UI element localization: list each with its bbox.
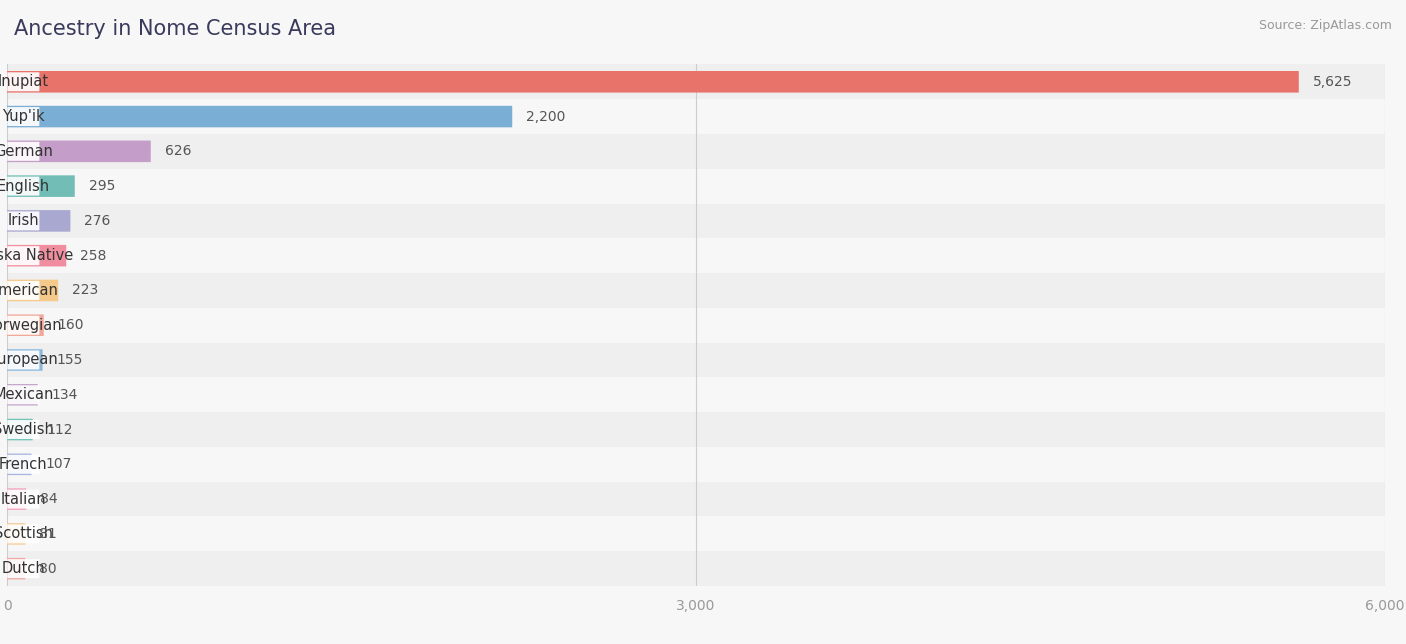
Bar [7,169,1385,204]
FancyBboxPatch shape [7,453,31,475]
Text: 112: 112 [46,422,73,437]
Bar [7,377,1385,412]
Text: American: American [0,283,58,298]
FancyBboxPatch shape [7,176,39,196]
Text: 134: 134 [52,388,77,402]
Text: English: English [0,178,49,194]
Text: 258: 258 [80,249,107,263]
Bar [7,238,1385,273]
FancyBboxPatch shape [7,558,25,580]
Text: Mexican: Mexican [0,387,53,402]
Text: 295: 295 [89,179,115,193]
Text: 5,625: 5,625 [1313,75,1353,89]
Text: 160: 160 [58,318,84,332]
Text: Inupiat: Inupiat [0,74,49,90]
Text: 81: 81 [39,527,58,541]
Bar [7,99,1385,134]
FancyBboxPatch shape [7,72,39,91]
FancyBboxPatch shape [7,419,32,440]
Text: 107: 107 [45,457,72,471]
FancyBboxPatch shape [7,71,1299,93]
FancyBboxPatch shape [7,210,70,232]
Bar [7,516,1385,551]
Text: 2,200: 2,200 [526,109,565,124]
FancyBboxPatch shape [7,420,39,439]
FancyBboxPatch shape [7,349,42,371]
Bar [7,482,1385,516]
Bar [7,134,1385,169]
Bar [7,412,1385,447]
FancyBboxPatch shape [7,350,39,370]
FancyBboxPatch shape [7,106,512,128]
Text: German: German [0,144,53,159]
Bar [7,551,1385,586]
Text: 80: 80 [39,562,56,576]
Bar [7,343,1385,377]
Text: 84: 84 [41,492,58,506]
Bar [7,447,1385,482]
Text: 155: 155 [56,353,83,367]
Text: French: French [0,457,48,472]
Bar [7,308,1385,343]
FancyBboxPatch shape [7,281,39,300]
FancyBboxPatch shape [7,488,27,510]
FancyBboxPatch shape [7,245,66,267]
FancyBboxPatch shape [7,523,25,545]
FancyBboxPatch shape [7,175,75,197]
FancyBboxPatch shape [7,279,58,301]
Text: Norwegian: Norwegian [0,317,63,333]
Text: Italian: Italian [0,491,46,507]
FancyBboxPatch shape [7,455,39,474]
FancyBboxPatch shape [7,246,39,265]
FancyBboxPatch shape [7,489,39,509]
Text: Swedish: Swedish [0,422,53,437]
FancyBboxPatch shape [7,559,39,578]
Text: European: European [0,352,58,368]
Bar [7,273,1385,308]
FancyBboxPatch shape [7,211,39,231]
Text: Dutch: Dutch [1,561,45,576]
FancyBboxPatch shape [7,140,150,162]
FancyBboxPatch shape [7,142,39,161]
Text: Ancestry in Nome Census Area: Ancestry in Nome Census Area [14,19,336,39]
Text: Alaska Native: Alaska Native [0,248,73,263]
Text: Source: ZipAtlas.com: Source: ZipAtlas.com [1258,19,1392,32]
FancyBboxPatch shape [7,107,39,126]
Bar [7,64,1385,99]
Text: 223: 223 [72,283,98,298]
Text: 276: 276 [84,214,111,228]
Text: Scottish: Scottish [0,526,53,542]
FancyBboxPatch shape [7,314,44,336]
FancyBboxPatch shape [7,385,39,404]
FancyBboxPatch shape [7,316,39,335]
Text: Yup'ik: Yup'ik [1,109,45,124]
Bar [7,204,1385,238]
Text: 626: 626 [165,144,191,158]
Text: Irish: Irish [7,213,39,229]
FancyBboxPatch shape [7,524,39,544]
FancyBboxPatch shape [7,384,38,406]
